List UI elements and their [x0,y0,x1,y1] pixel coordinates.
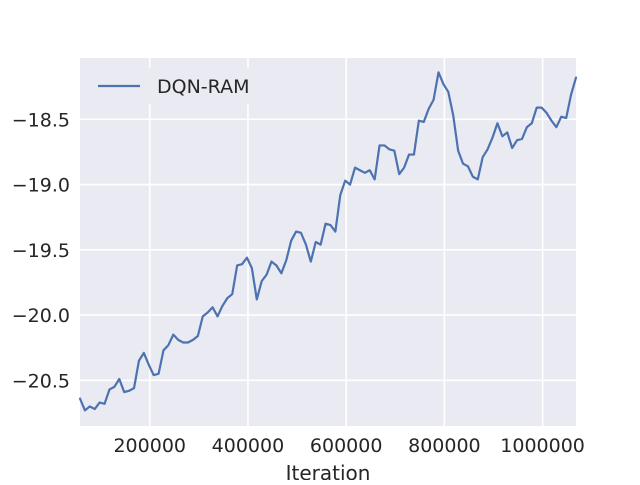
legend: DQN-RAM [88,68,268,104]
y-tick-label: −19.5 [12,240,70,262]
x-tick-label: 200000 [113,435,186,457]
tick-labels: 200000 400000 600000 800000 1000000 −20.5 −20.… [12,109,585,457]
plot-background [80,58,576,426]
y-tick-label: −18.5 [12,109,70,131]
x-tick-label: 800000 [408,435,481,457]
x-axis-label: Iteration [286,461,371,480]
series-layer [78,71,578,412]
series-line-dqn-ram [78,71,578,412]
y-tick-label: −20.0 [12,305,70,327]
x-tick-label: 400000 [212,435,285,457]
x-tick-label: 1000000 [500,435,585,457]
y-tick-label: −19.0 [12,175,70,197]
x-tick-label: 600000 [310,435,383,457]
legend-label-dqn-ram: DQN-RAM [157,76,249,98]
y-tick-label: −20.5 [12,370,70,392]
grid-layer [80,58,576,426]
